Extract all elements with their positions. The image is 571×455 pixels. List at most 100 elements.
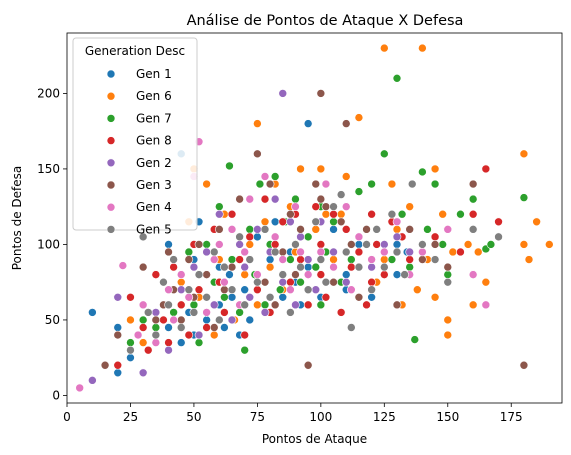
data-point [202, 323, 211, 332]
x-tick-label: 125 [373, 410, 396, 424]
chart-title: Análise de Pontos de Ataque X Defesa [187, 13, 464, 29]
data-point [209, 247, 219, 257]
data-point [227, 292, 237, 302]
data-point [347, 262, 356, 272]
data-point [220, 285, 229, 295]
data-point [270, 194, 280, 204]
data-point [209, 330, 219, 340]
data-point [225, 161, 234, 171]
data-point [341, 119, 351, 128]
data-point [164, 240, 173, 249]
data-point [215, 225, 224, 234]
data-point [397, 209, 407, 219]
data-point [260, 217, 270, 227]
data-point [380, 247, 389, 257]
data-point [151, 308, 161, 317]
data-point [316, 247, 326, 257]
data-point [227, 262, 237, 272]
data-point [270, 247, 280, 257]
data-point [481, 300, 491, 310]
data-point [220, 277, 229, 287]
data-point [138, 338, 148, 347]
data-point [184, 255, 194, 264]
data-point [286, 209, 295, 219]
data-point [413, 285, 422, 295]
data-point [341, 270, 351, 279]
data-point [468, 225, 478, 234]
data-point [184, 292, 194, 302]
data-point [407, 179, 417, 189]
legend-frame [72, 37, 198, 231]
data-point [303, 255, 313, 264]
data-point [253, 149, 262, 159]
data-point [316, 89, 326, 98]
data-point [392, 232, 402, 242]
data-point [215, 315, 224, 325]
data-point [176, 315, 186, 325]
data-point [341, 225, 351, 234]
data-point [468, 194, 478, 204]
data-point [286, 285, 295, 295]
data-point [202, 179, 211, 189]
data-point [220, 262, 229, 272]
data-point [184, 285, 194, 295]
data-point [473, 247, 483, 257]
data-point [329, 217, 338, 227]
data-point [209, 323, 219, 332]
data-point [278, 277, 288, 287]
y-tick-label: 150 [37, 162, 60, 176]
data-point [240, 345, 249, 355]
data-point [270, 300, 280, 310]
data-point [316, 164, 326, 174]
data-point [220, 308, 229, 317]
data-point [392, 270, 402, 279]
data-point [329, 202, 338, 211]
data-point [245, 194, 255, 204]
data-point [286, 308, 295, 317]
data-point [392, 247, 402, 257]
data-point [329, 225, 338, 234]
data-point [311, 285, 321, 295]
data-point [265, 179, 275, 189]
data-point [392, 225, 402, 234]
data-point [260, 300, 270, 310]
data-point [347, 323, 356, 332]
data-point [448, 247, 458, 257]
data-point [354, 232, 364, 242]
data-point [336, 190, 346, 199]
data-point [202, 315, 211, 325]
data-point [392, 217, 402, 227]
data-point [113, 368, 123, 378]
data-point [260, 172, 270, 181]
data-point [126, 315, 135, 325]
data-point [202, 247, 211, 257]
y-tick-label: 200 [37, 86, 60, 100]
data-point [253, 300, 262, 310]
data-point [291, 194, 300, 204]
data-point [316, 300, 326, 310]
data-point [265, 255, 275, 264]
data-point [260, 225, 270, 234]
legend-title: Generation Desc [85, 44, 185, 58]
data-point [126, 292, 135, 302]
data-point [329, 209, 338, 219]
data-point [486, 240, 496, 249]
data-point [380, 255, 389, 264]
data-point [278, 292, 288, 302]
data-point [380, 270, 389, 279]
data-point [253, 270, 262, 279]
x-tick-label: 100 [309, 410, 332, 424]
data-point [235, 240, 244, 249]
data-point [169, 262, 178, 272]
data-point [270, 240, 280, 249]
y-tick-label: 0 [52, 388, 60, 402]
data-point [151, 315, 161, 325]
data-point [329, 277, 338, 287]
data-point [296, 164, 305, 174]
data-point [303, 262, 313, 272]
data-point [468, 300, 478, 310]
data-point [405, 255, 414, 264]
legend-marker [106, 202, 116, 212]
data-point [296, 247, 305, 257]
